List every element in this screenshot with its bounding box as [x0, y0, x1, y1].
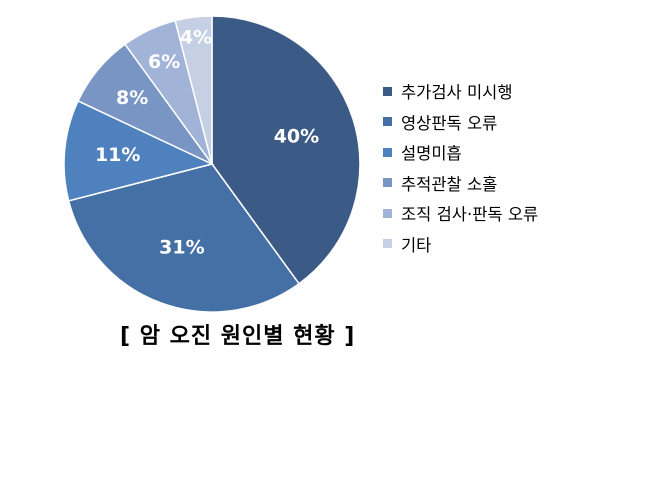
- slice-label-5: 6%: [148, 51, 180, 73]
- pie-slice-6: [174, 15, 213, 165]
- legend-item: 추가검사 미시행: [383, 76, 538, 107]
- slice-label-3: 11%: [95, 144, 140, 166]
- legend-label: 영상판독 오류: [401, 113, 498, 133]
- slice-label-6: 4%: [180, 27, 212, 49]
- legend-label: 추적관찰 소홀: [401, 174, 498, 194]
- legend-item: 조직 검사·판독 오류: [383, 198, 538, 229]
- legend-item: 설명미흡: [383, 137, 538, 168]
- legend-item: 기타: [383, 229, 538, 260]
- pie-slice-3: [63, 99, 215, 202]
- legend-item: 추적관찰 소홀: [383, 168, 538, 199]
- legend-item: 영상판독 오류: [383, 107, 538, 138]
- legend-swatch: [383, 239, 392, 249]
- pie-slice-1: [211, 15, 361, 285]
- legend-label: 조직 검사·판독 오류: [401, 205, 539, 225]
- legend-swatch: [383, 117, 392, 127]
- legend-swatch: [383, 147, 392, 157]
- chart-title: [ 암 오진 원인별 현황 ]: [120, 324, 356, 349]
- pie-slice-2: [67, 163, 301, 313]
- legend-swatch: [383, 208, 392, 218]
- pie-slices: [63, 15, 361, 313]
- legend-swatch: [383, 178, 392, 188]
- slice-label-4: 8%: [116, 87, 148, 109]
- pie-slice-labels: 40% 31% 11% 8%6%4%: [95, 27, 319, 259]
- legend-label: 추가검사 미시행: [401, 83, 513, 103]
- legend-label: 설명미흡: [401, 144, 462, 164]
- slice-label-1: 40%: [274, 126, 319, 148]
- legend-label: 기타: [401, 235, 432, 255]
- slice-label-2: 31%: [159, 237, 204, 259]
- legend-swatch: [383, 86, 392, 96]
